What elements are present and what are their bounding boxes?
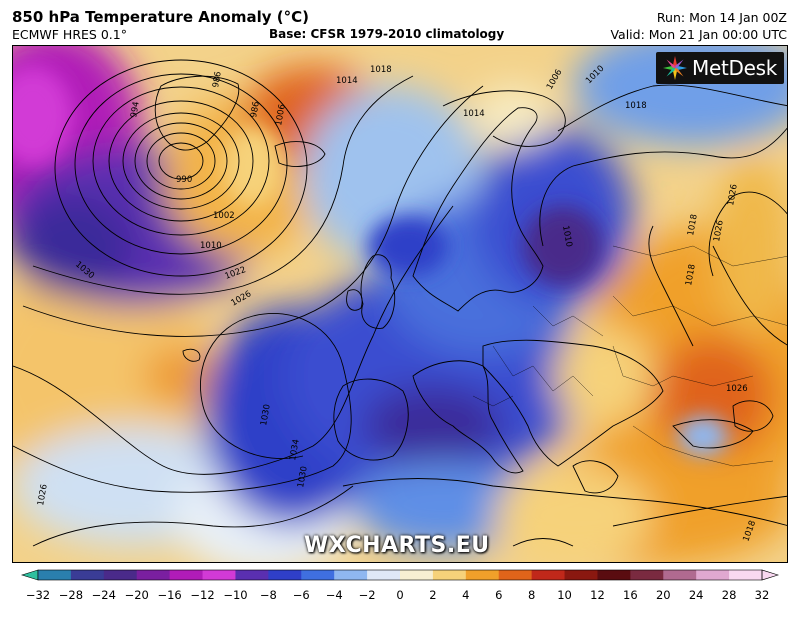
metdesk-logo: MetDesk [656, 52, 784, 84]
isobar-label: 1006 [274, 103, 288, 126]
colorbar-tick-label: −20 [125, 588, 149, 602]
colorbar-swatch [729, 570, 763, 580]
colorbar-tick-label: −16 [157, 588, 181, 602]
colorbar-right-arrow [761, 569, 780, 581]
colorbar-swatch [663, 570, 697, 580]
isobar-label: 1014 [463, 109, 485, 119]
metdesk-star-icon [663, 56, 687, 80]
britain-coast [360, 254, 396, 329]
colorbar-swatch [103, 570, 138, 580]
colorbar-tick-label: 8 [528, 588, 535, 602]
colorbar-swatch [630, 570, 664, 580]
colorbar-labels: −32 −28 −24 −20 −16 −12 −10 −8 −6 −4 −2 0 2 4 6 8 10 12 16… [26, 588, 769, 602]
colorbar-tick-label: 20 [656, 588, 671, 602]
colorbar-svg: −32 −28 −24 −20 −16 −12 −10 −8 −6 −4 −2 0 2 4 6 8 10 12 16… [20, 569, 780, 602]
colorbar-swatch [268, 570, 302, 580]
colorbar-tick-label: −6 [293, 588, 310, 602]
colorbar-swatch [334, 570, 368, 580]
colorbar-swatch [531, 570, 566, 580]
borders [472, 245, 787, 467]
colorbar-swatch [367, 570, 401, 580]
iberia-coast [333, 378, 409, 461]
colorbar-tick-label: 2 [429, 588, 436, 602]
colorbar-swatch [400, 570, 434, 580]
colorbar-tick-label: −10 [223, 588, 247, 602]
greece-coast [572, 460, 619, 494]
colorbar-tick-label: 32 [755, 588, 770, 602]
north-africa-coast [342, 478, 787, 526]
isobar-label: 1030 [296, 465, 310, 488]
anomaly-map: 994 986 986 1006 1014 1018 1006 1010 101… [12, 45, 788, 563]
colorbar-swatch [202, 570, 236, 580]
chart-title: 850 hPa Temperature Anomaly (°C) [12, 8, 309, 26]
model-label: ECMWF HRES 0.1° [12, 27, 127, 42]
colorbar-swatch [432, 570, 467, 580]
isobar-label: 1026 [726, 384, 748, 394]
colorbar-tick-label: 16 [623, 588, 638, 602]
run-time-label: Run: Mon 14 Jan 00Z [656, 10, 787, 25]
isobar-label: 986 [211, 71, 224, 89]
color-legend: −32 −28 −24 −20 −16 −12 −10 −8 −6 −4 −2 0 2 4 6 8 10 12 16… [0, 563, 800, 613]
colorbar-swatch [498, 570, 533, 580]
colorbar-tick-label: −28 [59, 588, 83, 602]
central-europe-coast [482, 339, 664, 467]
colorbar-tick-label: 10 [557, 588, 572, 602]
scandinavia-coast [412, 107, 544, 312]
isobar-label: 1018 [625, 101, 647, 111]
colorbar-tick-label: 28 [722, 588, 737, 602]
colorbar-tick-label: 4 [462, 588, 469, 602]
isobar-label: 1014 [336, 76, 358, 86]
isobar-label: 1010 [560, 225, 574, 248]
colorbar-border [37, 569, 763, 581]
base-climatology-label: Base: CFSR 1979-2010 climatology [269, 27, 505, 41]
colorbar-swatch [696, 570, 730, 580]
ireland-coast [346, 289, 363, 311]
colorbar-swatch [564, 570, 598, 580]
isobar-label: 1026 [712, 219, 726, 242]
colorbar-tick-label: 0 [396, 588, 403, 602]
isobar-labels: 994 986 986 1006 1014 1018 1006 1010 101… [36, 64, 758, 543]
wxcharts-watermark: WXCHARTS.EU [304, 533, 490, 558]
colorbar-tick-label: −2 [359, 588, 376, 602]
colorbar-swatch [38, 570, 72, 580]
isobar-label: 1010 [200, 241, 222, 251]
colorbar-tick-label: 24 [689, 588, 704, 602]
colorbar-swatch [70, 570, 105, 580]
colorbar-swatch [597, 570, 631, 580]
isobar-label: 1034 [288, 438, 302, 461]
map-canvas: 994 986 986 1006 1014 1018 1006 1010 101… [13, 46, 787, 562]
isobar-label: 1002 [213, 211, 235, 221]
colorbar-left-arrow [20, 569, 39, 581]
iceland-coast [274, 141, 326, 167]
isobar-lines [13, 59, 787, 547]
colorbar-tick-label: 6 [495, 588, 502, 602]
isobar-label: 1018 [686, 213, 700, 236]
isobar-label: 1030 [259, 403, 273, 426]
colorbar-swatch [235, 570, 269, 580]
isobar-label: 986 [249, 101, 262, 119]
isobar-label: 1018 [370, 65, 392, 75]
colorbar-tick-label: −32 [26, 588, 50, 602]
colorbar-tick-label: −24 [92, 588, 116, 602]
metdesk-logo-text: MetDesk [692, 56, 778, 80]
mediterranean-coast [512, 538, 574, 547]
colorbar-tick-label: −4 [326, 588, 343, 602]
chart-header: 850 hPa Temperature Anomaly (°C) ECMWF H… [0, 0, 800, 46]
isobar-label: 1026 [36, 483, 50, 506]
valid-time-label: Valid: Mon 21 Jan 00:00 UTC [610, 27, 787, 42]
isobar-label: 990 [176, 175, 192, 185]
isobar-label: 1026 [726, 183, 740, 206]
colorbar-tick-label: −12 [190, 588, 214, 602]
colorbar-swatch [465, 570, 500, 580]
colorbar-swatches [20, 569, 780, 581]
isobar-label: 1018 [684, 263, 698, 286]
colorbar-swatch [136, 570, 171, 580]
colorbar-swatch [169, 570, 204, 580]
colorbar-swatch [301, 570, 335, 580]
colorbar-tick-label: −8 [260, 588, 277, 602]
coastlines [154, 75, 787, 547]
isobar-label: 994 [129, 101, 142, 119]
colorbar-tick-label: 12 [590, 588, 605, 602]
